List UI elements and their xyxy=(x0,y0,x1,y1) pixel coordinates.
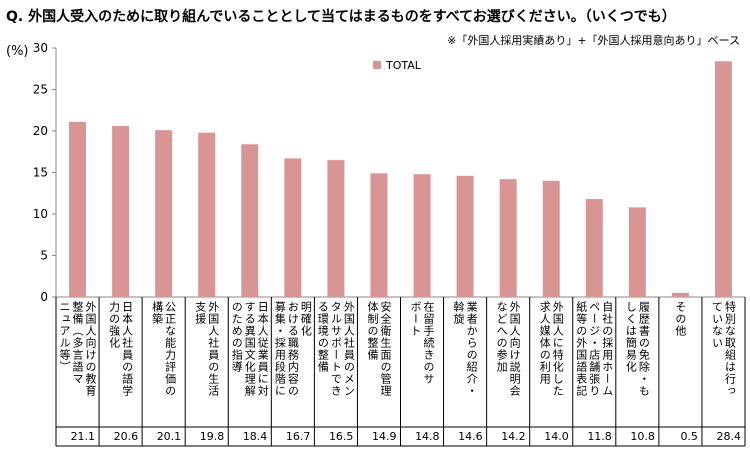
y-tick-label: 5 xyxy=(40,249,48,263)
category-label: 外国人向けの教育 整備（多言語マ ニュアル等） xyxy=(58,301,98,397)
value-label: 19.8 xyxy=(199,430,225,443)
category-label: 外国人社員の生活 支援 xyxy=(193,301,220,397)
value-label: 14.9 xyxy=(372,430,397,443)
category-label: 外国人に特化した 求人媒体の利用 xyxy=(538,301,565,397)
y-tick-label: 20 xyxy=(33,124,48,138)
category-label: 公正な能力評価の 構築 xyxy=(150,301,177,397)
category-label: 明確化 おける職務内容の 募集・採用段階に xyxy=(273,301,313,397)
y-tick-label: 30 xyxy=(33,41,48,55)
category-label: 履歴書の免除・も しくは簡易化 xyxy=(624,301,651,397)
value-label: 14.0 xyxy=(544,430,569,443)
y-tick-label: 0 xyxy=(40,290,48,304)
value-label: 14.2 xyxy=(501,430,526,443)
bar xyxy=(714,61,732,297)
y-tick-label: 15 xyxy=(33,166,48,180)
category-label: 業者からの紹介・ 斡旋 xyxy=(452,301,479,397)
category-label: 日本人社員の語学 力の強化 xyxy=(107,301,134,397)
bar xyxy=(370,173,388,297)
value-label: 14.8 xyxy=(415,430,440,443)
bar xyxy=(542,180,560,297)
base-note: ※「外国人採用実績あり」+「外国人採用意向あり」ベース xyxy=(447,34,740,47)
value-label: 10.8 xyxy=(630,430,655,443)
y-tick-label: 25 xyxy=(33,83,48,97)
legend-label: TOTAL xyxy=(385,59,422,72)
bar xyxy=(69,121,87,298)
value-label: 14.6 xyxy=(458,430,483,443)
category-label: その他 xyxy=(673,301,687,337)
value-label: 18.4 xyxy=(242,430,268,443)
category-label: 在留手続きのサ ポート xyxy=(409,301,436,385)
value-label: 20.1 xyxy=(156,430,182,443)
chart-title: Q. 外国人受入のために取り組んでいることとして当てはまるものをすべてお選びくだ… xyxy=(6,9,676,25)
bar xyxy=(241,144,259,297)
category-label: 日本人従業員に対 する異国文化理解 のための指導 xyxy=(230,301,270,397)
legend-swatch xyxy=(373,61,381,69)
bar xyxy=(198,132,216,297)
bar xyxy=(155,130,173,297)
bar xyxy=(284,158,302,297)
value-label: 16.5 xyxy=(328,430,354,443)
value-label: 28.4 xyxy=(716,430,742,443)
category-label: 外国人社員のメン タルサポートでき る環境の整備 xyxy=(316,301,356,397)
category-label: 自社の採用ホーム ページ・店舗張り 紙等の外国語表記 xyxy=(574,301,614,397)
value-label: 20.6 xyxy=(113,430,139,443)
value-label: 11.8 xyxy=(587,430,612,443)
y-axis-unit: (%) xyxy=(6,44,29,59)
category-label: 安全衛生面の管理 体制の整備 xyxy=(365,301,392,397)
y-tick-label: 10 xyxy=(33,207,48,221)
value-label: 16.7 xyxy=(285,430,311,443)
bar xyxy=(413,174,431,297)
bar xyxy=(671,292,689,297)
category-label: 外国人向け説明会 などへの参加 xyxy=(495,301,522,397)
value-label: 0.5 xyxy=(680,430,698,443)
bar xyxy=(628,207,646,297)
bar xyxy=(585,199,603,297)
bar xyxy=(327,160,345,297)
bar xyxy=(499,179,517,297)
bar xyxy=(112,126,130,298)
bar xyxy=(456,175,474,297)
value-label: 21.1 xyxy=(70,430,96,443)
category-label: 特別な取組は行っ ていない xyxy=(710,301,737,397)
